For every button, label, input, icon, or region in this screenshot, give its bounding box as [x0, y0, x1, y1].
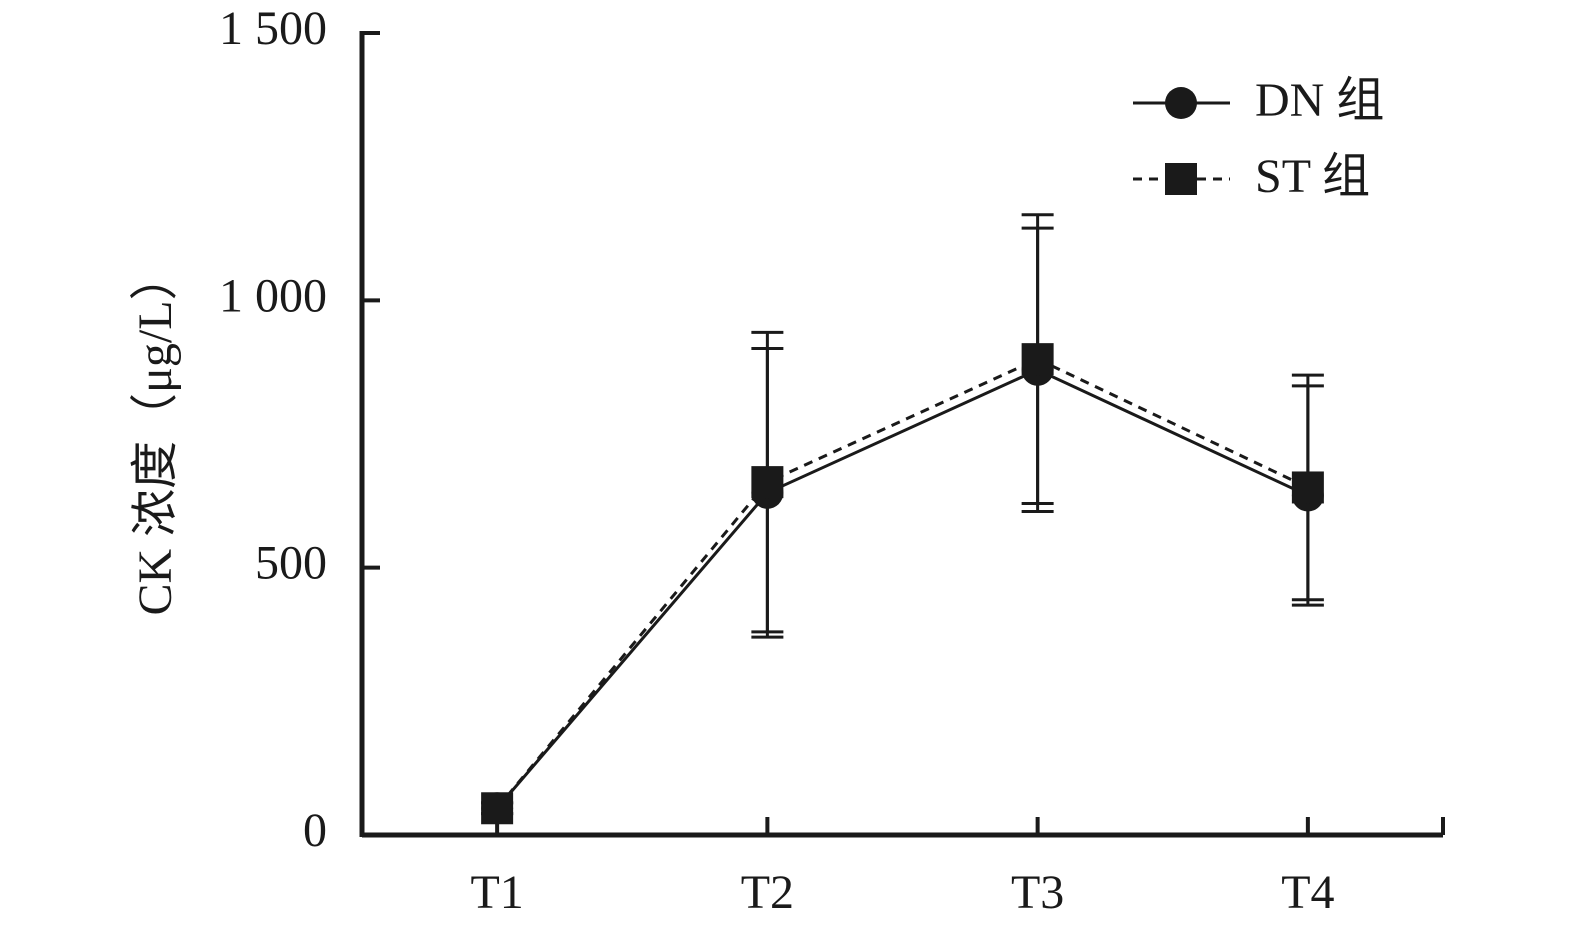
y-tick-label: 1 000: [219, 269, 327, 322]
data-point: [1021, 343, 1054, 376]
y-tick-label: 500: [255, 537, 327, 590]
y-axis-label: CK 浓度（μg/L）: [129, 252, 182, 615]
legend-label: DN 组: [1255, 74, 1384, 127]
x-tick-label: T2: [741, 866, 794, 919]
legend-marker: [1165, 87, 1197, 119]
legend-label: ST 组: [1255, 150, 1370, 203]
y-tick-label: 1 500: [219, 2, 327, 55]
legend-marker: [1165, 163, 1197, 195]
data-point: [481, 792, 514, 825]
x-tick-label: T3: [1011, 866, 1064, 919]
y-tick-label: 0: [303, 804, 327, 857]
series-line: [495, 368, 1309, 810]
series-line: [495, 357, 1309, 810]
x-tick-label: T4: [1281, 866, 1334, 919]
x-tick-label: T1: [470, 866, 523, 919]
data-point: [751, 466, 784, 499]
data-point: [1291, 471, 1324, 504]
